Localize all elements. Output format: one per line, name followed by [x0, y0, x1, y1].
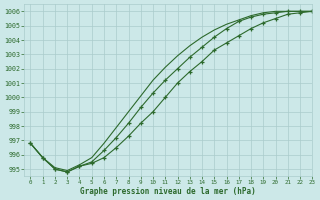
X-axis label: Graphe pression niveau de la mer (hPa): Graphe pression niveau de la mer (hPa) [80, 187, 256, 196]
